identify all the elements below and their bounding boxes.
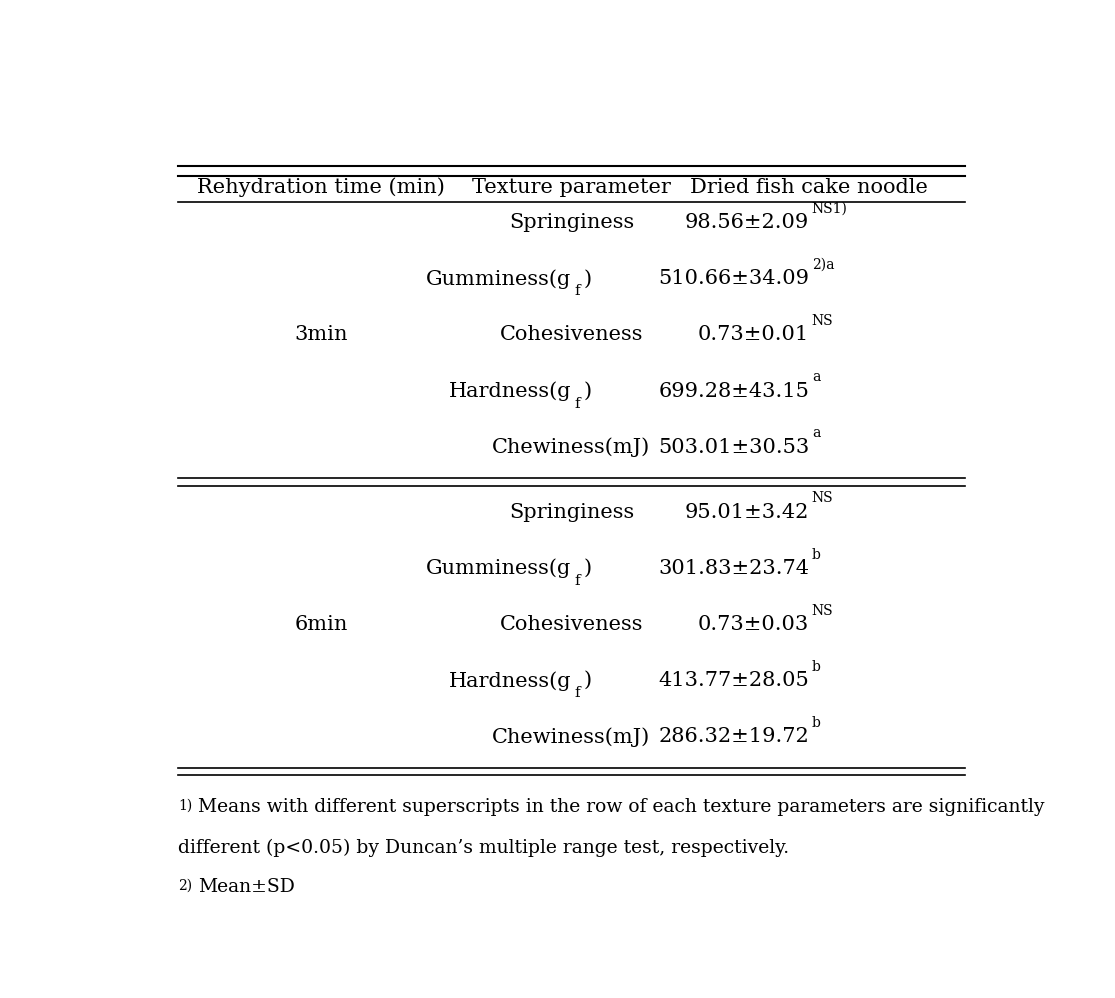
Text: 6min: 6min xyxy=(294,615,348,634)
Text: Cohesiveness: Cohesiveness xyxy=(500,325,643,344)
Text: NS1): NS1) xyxy=(812,202,847,216)
Text: 503.01±30.53: 503.01±30.53 xyxy=(658,438,809,457)
Text: Means with different superscripts in the row of each texture parameters are sign: Means with different superscripts in the… xyxy=(197,798,1045,816)
Text: 2)a: 2)a xyxy=(812,257,834,271)
Text: Hardness(g: Hardness(g xyxy=(449,381,571,401)
Text: ): ) xyxy=(584,269,592,288)
Text: f: f xyxy=(574,574,580,588)
Text: Dried fish cake noodle: Dried fish cake noodle xyxy=(690,178,928,197)
Text: NS: NS xyxy=(812,314,834,328)
Text: 95.01±3.42: 95.01±3.42 xyxy=(685,503,809,522)
Text: Gumminess(g: Gumminess(g xyxy=(426,269,571,288)
Text: Springiness: Springiness xyxy=(508,503,634,522)
Text: Texture parameter: Texture parameter xyxy=(472,178,671,197)
Text: Hardness(g: Hardness(g xyxy=(449,671,571,691)
Text: 98.56±2.09: 98.56±2.09 xyxy=(685,214,809,233)
Text: Gumminess(g: Gumminess(g xyxy=(426,559,571,579)
Text: NS: NS xyxy=(812,604,834,618)
Text: 286.32±19.72: 286.32±19.72 xyxy=(658,728,809,747)
Text: ): ) xyxy=(584,559,592,578)
Text: f: f xyxy=(574,687,580,701)
Text: 1): 1) xyxy=(178,798,193,812)
Text: 510.66±34.09: 510.66±34.09 xyxy=(658,269,809,288)
Text: Chewiness(mJ): Chewiness(mJ) xyxy=(493,727,650,747)
Text: a: a xyxy=(812,426,821,440)
Text: b: b xyxy=(812,660,821,674)
Text: b: b xyxy=(812,716,821,730)
Text: f: f xyxy=(574,396,580,410)
Text: 301.83±23.74: 301.83±23.74 xyxy=(658,559,809,578)
Text: Springiness: Springiness xyxy=(508,214,634,233)
Text: 699.28±43.15: 699.28±43.15 xyxy=(658,381,809,400)
Text: 413.77±28.05: 413.77±28.05 xyxy=(658,672,809,691)
Text: ): ) xyxy=(584,381,592,400)
Text: Cohesiveness: Cohesiveness xyxy=(500,615,643,634)
Text: Mean±SD: Mean±SD xyxy=(197,878,294,896)
Text: b: b xyxy=(812,548,821,562)
Text: Rehydration time (min): Rehydration time (min) xyxy=(197,178,445,198)
Text: ): ) xyxy=(584,672,592,691)
Text: different (p<0.05) by Duncan’s multiple range test, respectively.: different (p<0.05) by Duncan’s multiple … xyxy=(178,838,789,856)
Text: Chewiness(mJ): Chewiness(mJ) xyxy=(493,437,650,457)
Text: 2): 2) xyxy=(178,878,193,892)
Text: 0.73±0.01: 0.73±0.01 xyxy=(698,325,809,344)
Text: 3min: 3min xyxy=(294,325,348,344)
Text: NS: NS xyxy=(812,491,834,506)
Text: 0.73±0.03: 0.73±0.03 xyxy=(698,615,809,634)
Text: f: f xyxy=(574,284,580,298)
Text: a: a xyxy=(812,370,821,384)
